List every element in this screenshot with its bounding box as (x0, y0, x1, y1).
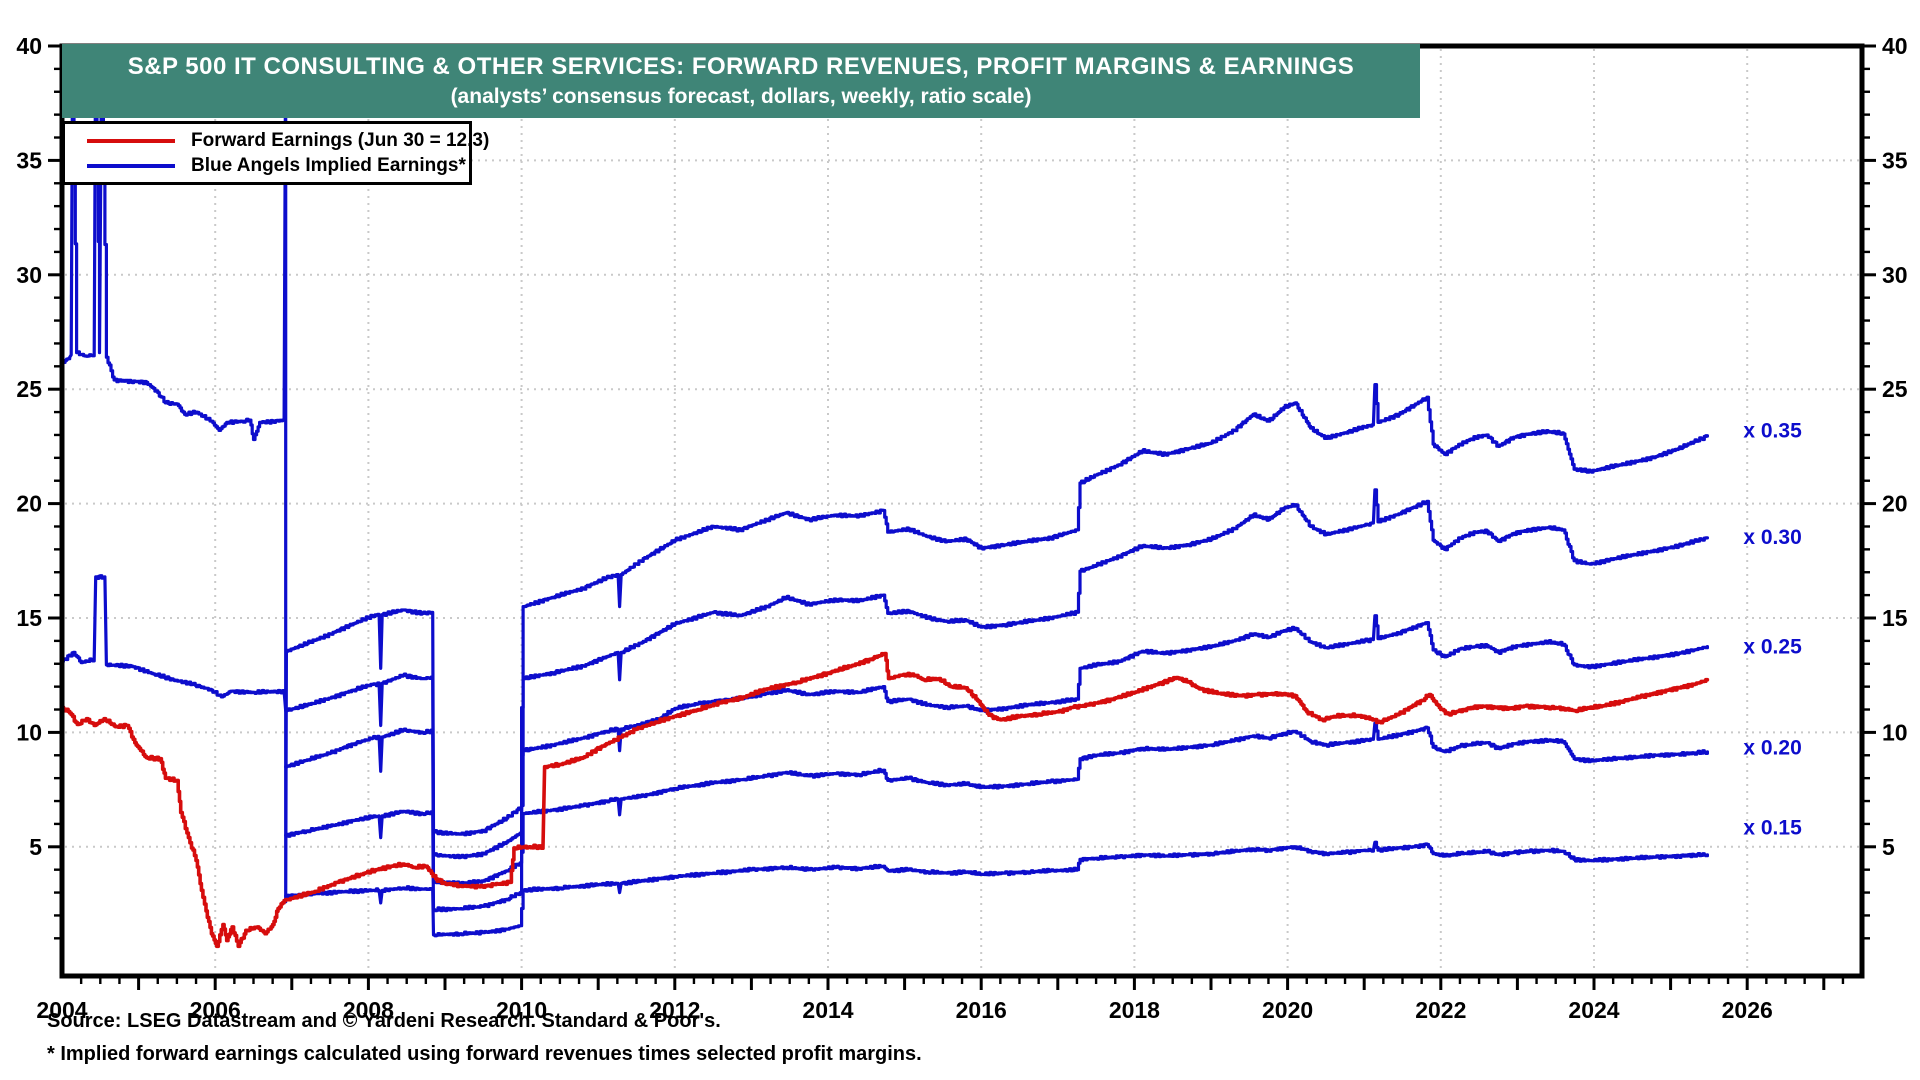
y-axis-label-left: 35 (16, 147, 42, 173)
x-axis-label: 2026 (1722, 997, 1773, 1023)
plot-frame (59, 43, 1865, 979)
series-path-blue-angels-implied-earnings-x-0-20 (284, 721, 1709, 913)
y-axis-label-right: 40 (1882, 33, 1908, 59)
x-axis-label: 2004 (36, 997, 87, 1023)
y-axis-label-right: 5 (1882, 834, 1895, 860)
y-axis-label-left: 10 (16, 719, 42, 745)
blue-line-swatch-icon (87, 163, 175, 168)
x-axis-label: 2020 (1262, 997, 1313, 1023)
footnote: * Implied forward earnings calculated us… (47, 1043, 922, 1065)
y-axis-label-right: 10 (1882, 719, 1908, 745)
annotation-025: x 0.25 (1743, 636, 1802, 659)
title-banner: S&P 500 IT CONSULTING & OTHER SERVICES: … (62, 44, 1420, 118)
annotation-035: x 0.35 (1743, 419, 1802, 442)
legend-label-blue-angels: Blue Angels Implied Earnings* (191, 154, 466, 176)
x-axis-label: 2012 (649, 997, 700, 1023)
x-axis-label: 2010 (496, 997, 547, 1023)
x-axis-label: 2022 (1415, 997, 1466, 1023)
red-line-swatch-icon (87, 138, 175, 143)
legend-label-forward-earnings: Forward Earnings (Jun 30 = 12.3) (191, 129, 490, 151)
y-axis-label-left: 30 (16, 262, 42, 288)
annotation-020: x 0.20 (1743, 736, 1801, 759)
y-axis-label-left: 40 (16, 33, 42, 59)
y-axis-label-left: 5 (29, 834, 42, 860)
x-axis-label: 2024 (1568, 997, 1619, 1023)
y-axis-label-right: 35 (1882, 147, 1908, 173)
x-axis-label: 2018 (1109, 997, 1160, 1023)
y-axis-label-right: 20 (1882, 491, 1908, 517)
annotation-030: x 0.30 (1743, 526, 1801, 549)
series-path-blue-angels-implied-earnings-x-0-15 (284, 840, 1709, 938)
legend: Forward Earnings (Jun 30 = 12.3) Blue An… (62, 121, 489, 185)
legend-item-forward-earnings: Forward Earnings (Jun 30 = 12.3) (65, 130, 489, 152)
y-axis-label-right: 30 (1882, 262, 1908, 288)
annotation-015: x 0.15 (1743, 816, 1802, 839)
series-path-forward-earnings (64, 651, 1710, 949)
x-axis-label: 2006 (190, 997, 241, 1023)
series-path-blue-angels-implied-earnings-x-0-25 (284, 614, 1709, 887)
series-path-blue-angels-implied-earnings-x-0-30 (64, 488, 1709, 860)
y-axis-label-left: 20 (16, 491, 42, 517)
y-axis-label-right: 25 (1882, 376, 1908, 402)
y-axis-label-right: 15 (1882, 605, 1908, 631)
source-note: Source: LSEG Datastream and © Yardeni Re… (47, 1010, 721, 1032)
series-path-blue-angels-implied-earnings-x-0-35 (64, 47, 1709, 904)
y-axis-label-left: 15 (16, 605, 42, 631)
x-axis-label: 2008 (343, 997, 394, 1023)
chart-title: S&P 500 IT CONSULTING & OTHER SERVICES: … (127, 53, 1355, 80)
chart-subtitle: (analysts’ consensus forecast, dollars, … (450, 85, 1032, 108)
legend-item-blue-angels: Blue Angels Implied Earnings* (65, 155, 469, 177)
x-axis-label: 2014 (802, 997, 853, 1023)
y-axis-label-left: 25 (16, 376, 42, 402)
x-axis-label: 2016 (956, 997, 1007, 1023)
